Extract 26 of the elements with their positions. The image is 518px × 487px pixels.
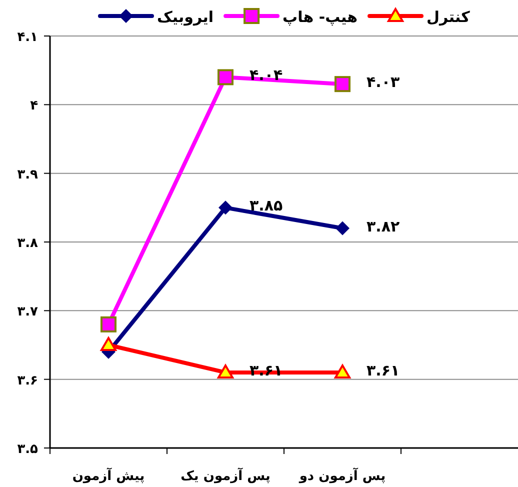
y-tick-label: ۳.۹ bbox=[17, 167, 38, 182]
y-tick-label: ۳.۵ bbox=[17, 442, 38, 457]
point bbox=[334, 76, 350, 92]
legend-label: هیپ- هاپ bbox=[282, 8, 358, 26]
x-tick-label: پس آزمون دو bbox=[298, 467, 386, 484]
point bbox=[336, 221, 350, 236]
point bbox=[218, 69, 234, 86]
data-label: ۳.۶۱ bbox=[366, 361, 400, 380]
x-tick-label: پیش آزمون bbox=[72, 467, 145, 484]
point bbox=[218, 364, 234, 378]
data-label: ۴.۰۳ bbox=[366, 73, 400, 92]
y-tick-label: ۳.۸ bbox=[17, 236, 38, 251]
data-label: ۳.۶۱ bbox=[250, 361, 283, 380]
legend-label: ایروبیک bbox=[157, 8, 214, 26]
point bbox=[100, 337, 116, 351]
y-tick-label: ۳.۶ bbox=[17, 373, 38, 388]
point bbox=[334, 364, 350, 378]
data-label: ۳.۸۲ bbox=[366, 217, 400, 236]
point bbox=[218, 200, 232, 215]
y-tick-label: ۴.۱ bbox=[17, 30, 38, 45]
y-tick-label: ۳.۷ bbox=[17, 304, 38, 320]
y-tick-label: ۴ bbox=[30, 98, 38, 114]
legend-label: کنترل bbox=[426, 8, 470, 26]
point bbox=[100, 316, 116, 332]
data-label: ۳.۸۵ bbox=[250, 196, 283, 215]
x-tick-label: پس آزمون یک bbox=[180, 467, 270, 484]
